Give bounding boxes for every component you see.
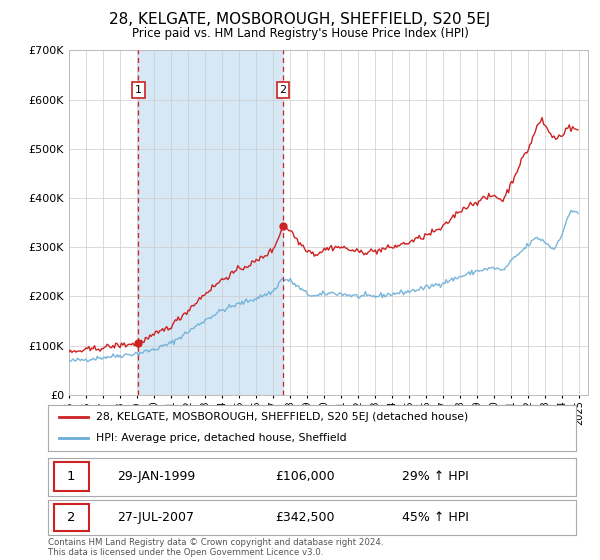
Text: 27-JUL-2007: 27-JUL-2007 [116,511,194,524]
Text: 28, KELGATE, MOSBOROUGH, SHEFFIELD, S20 5EJ: 28, KELGATE, MOSBOROUGH, SHEFFIELD, S20 … [109,12,491,27]
Text: 1: 1 [67,470,76,483]
Text: 1: 1 [135,85,142,95]
Text: £342,500: £342,500 [275,511,335,524]
FancyBboxPatch shape [55,504,89,531]
Text: Price paid vs. HM Land Registry's House Price Index (HPI): Price paid vs. HM Land Registry's House … [131,27,469,40]
Text: 28, KELGATE, MOSBOROUGH, SHEFFIELD, S20 5EJ (detached house): 28, KELGATE, MOSBOROUGH, SHEFFIELD, S20 … [95,412,468,422]
FancyBboxPatch shape [55,462,89,491]
Text: 45% ↑ HPI: 45% ↑ HPI [402,511,469,524]
Text: Contains HM Land Registry data © Crown copyright and database right 2024.
This d: Contains HM Land Registry data © Crown c… [48,538,383,557]
Bar [139,50,283,395]
Text: 29% ↑ HPI: 29% ↑ HPI [402,470,469,483]
Text: 2: 2 [280,85,286,95]
Text: HPI: Average price, detached house, Sheffield: HPI: Average price, detached house, Shef… [95,433,346,444]
Text: 29-JAN-1999: 29-JAN-1999 [116,470,195,483]
Text: 2: 2 [67,511,76,524]
Text: £106,000: £106,000 [275,470,335,483]
